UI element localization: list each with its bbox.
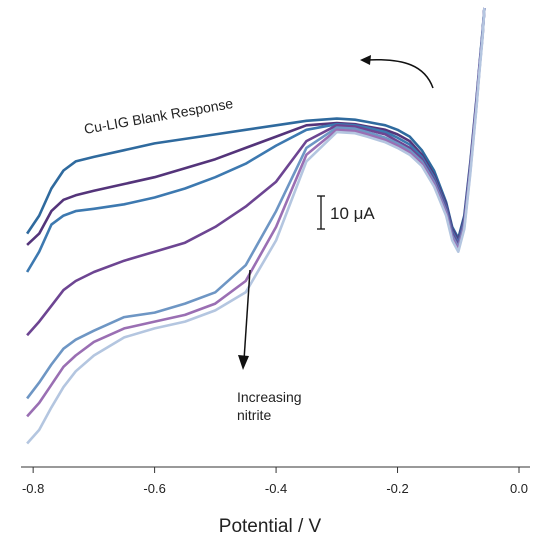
x-tick-label: -0.6 (143, 481, 165, 496)
increasing-arrow-shaft (243, 269, 251, 361)
trace-4 (26, 7, 486, 337)
trace-3 (25, 7, 486, 273)
x-ticks-group: -0.8 -0.6 -0.4 -0.2 0.0 (22, 467, 528, 496)
traces-group (25, 7, 486, 445)
x-tick-label: 0.0 (510, 481, 528, 496)
blank-response-label: Cu-LIG Blank Response (83, 95, 235, 137)
x-tick-label: -0.4 (265, 481, 287, 496)
increasing-arrowhead (238, 355, 249, 370)
x-tick-label: -0.2 (386, 481, 408, 496)
sweep-direction-arrow (365, 58, 434, 89)
increasing-label-line2: nitrite (237, 407, 271, 423)
sweep-direction-arrowhead (360, 55, 371, 65)
x-axis-title: Potential / V (219, 516, 322, 537)
scale-bar (317, 195, 325, 230)
trace-7 (26, 7, 486, 445)
increasing-label-line1: Increasing (237, 389, 302, 405)
x-tick-label: -0.8 (22, 481, 44, 496)
scale-bar-label: 10 μA (330, 204, 375, 223)
